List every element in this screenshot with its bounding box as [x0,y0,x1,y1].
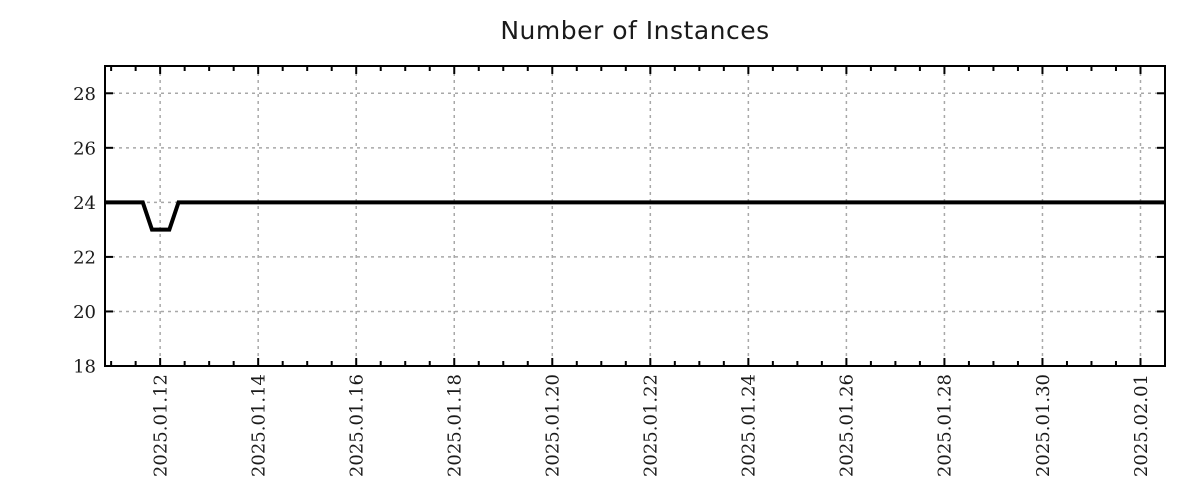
x-tick-labels: 2025.01.12 2025.01.14 2025.01.16 2025.01.18… [150,374,1151,477]
svg-text:2025.01.14: 2025.01.14 [248,374,269,477]
svg-text:2025.01.30: 2025.01.30 [1033,374,1054,477]
series-line-instances [105,200,1165,232]
svg-text:26: 26 [73,138,96,159]
svg-text:2025.01.28: 2025.01.28 [935,374,956,477]
x-gridlines [159,66,1142,366]
svg-text:18: 18 [73,357,96,378]
svg-text:2025.01.18: 2025.01.18 [445,374,466,477]
y-tick-marks [105,92,1165,367]
svg-text:2025.01.26: 2025.01.26 [837,374,858,477]
y-tick-labels: 18 20 22 24 26 28 [73,84,96,378]
chart-title: Number of Instances [500,16,770,45]
svg-text:28: 28 [73,84,96,105]
svg-text:2025.01.16: 2025.01.16 [347,374,368,477]
svg-text:2025.02.01: 2025.02.01 [1131,374,1152,477]
x-tick-marks [110,66,1166,366]
svg-text:2025.01.20: 2025.01.20 [543,374,564,477]
svg-text:2025.01.12: 2025.01.12 [150,374,171,477]
svg-text:20: 20 [73,302,96,323]
svg-text:2025.01.22: 2025.01.22 [641,374,662,477]
svg-text:22: 22 [73,247,96,268]
plot-frame [104,65,1166,367]
svg-text:2025.01.24: 2025.01.24 [739,374,760,477]
svg-text:24: 24 [73,193,96,214]
